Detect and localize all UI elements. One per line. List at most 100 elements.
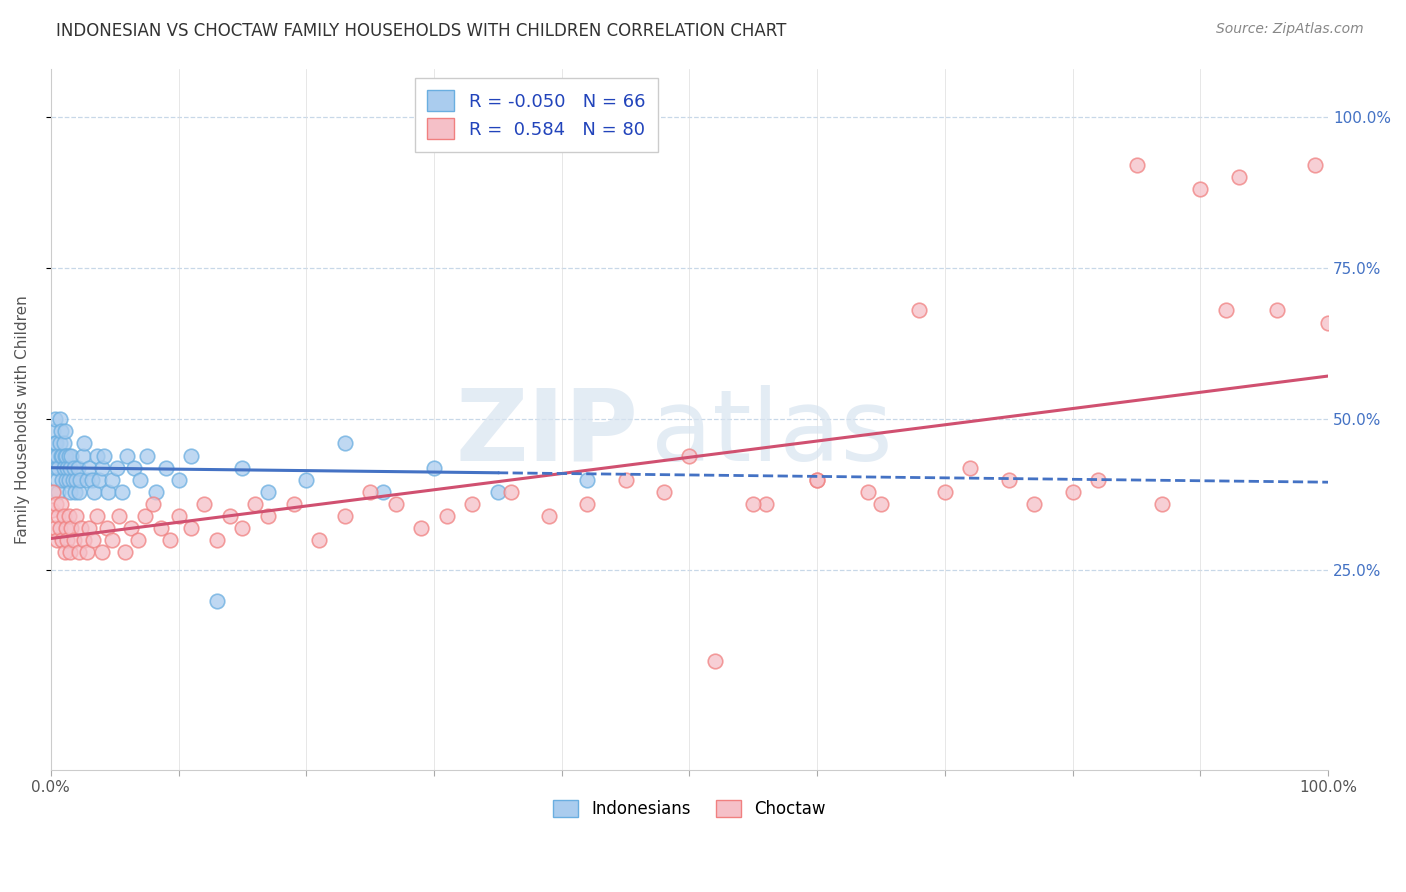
- Point: [205, 533, 228, 548]
- Point: [959, 460, 981, 475]
- Point: [384, 497, 406, 511]
- Point: [537, 508, 560, 523]
- Point: [52, 460, 75, 475]
- Point: [82, 533, 104, 548]
- Text: atlas: atlas: [651, 384, 893, 482]
- Point: [576, 473, 599, 487]
- Point: [205, 593, 228, 607]
- Point: [333, 436, 356, 450]
- Point: [129, 473, 152, 487]
- Point: [51, 533, 73, 548]
- Point: [48, 484, 70, 499]
- Point: [371, 484, 394, 499]
- Point: [59, 545, 82, 559]
- Point: [117, 449, 139, 463]
- Point: [114, 545, 136, 559]
- Point: [145, 484, 167, 499]
- Point: [55, 449, 77, 463]
- Point: [308, 533, 330, 548]
- Point: [48, 460, 70, 475]
- Point: [461, 497, 484, 511]
- Point: [73, 533, 96, 548]
- Point: [90, 460, 112, 475]
- Point: [614, 473, 637, 487]
- Point: [411, 521, 433, 535]
- Point: [80, 473, 103, 487]
- Point: [63, 460, 86, 475]
- Point: [53, 545, 76, 559]
- Point: [65, 508, 87, 523]
- Point: [1265, 303, 1288, 318]
- Point: [63, 484, 86, 499]
- Point: [86, 449, 108, 463]
- Point: [870, 497, 893, 511]
- Point: [1227, 170, 1250, 185]
- Text: ZIP: ZIP: [456, 384, 638, 482]
- Point: [52, 508, 75, 523]
- Y-axis label: Family Households with Children: Family Households with Children: [15, 295, 30, 543]
- Point: [231, 460, 253, 475]
- Point: [742, 497, 765, 511]
- Point: [755, 497, 778, 511]
- Legend: Indonesians, Choctaw: Indonesians, Choctaw: [547, 793, 832, 825]
- Point: [49, 449, 72, 463]
- Point: [42, 449, 65, 463]
- Point: [858, 484, 880, 499]
- Point: [49, 436, 72, 450]
- Point: [67, 545, 90, 559]
- Point: [44, 412, 66, 426]
- Point: [423, 460, 446, 475]
- Point: [60, 521, 83, 535]
- Point: [49, 497, 72, 511]
- Point: [1305, 158, 1327, 172]
- Point: [704, 654, 727, 668]
- Point: [218, 508, 240, 523]
- Point: [67, 484, 90, 499]
- Point: [69, 473, 91, 487]
- Point: [283, 497, 305, 511]
- Point: [105, 460, 128, 475]
- Point: [58, 473, 80, 487]
- Point: [908, 303, 931, 318]
- Point: [1215, 303, 1237, 318]
- Point: [135, 449, 157, 463]
- Point: [51, 473, 73, 487]
- Point: [73, 436, 96, 450]
- Point: [76, 473, 98, 487]
- Point: [1189, 182, 1212, 196]
- Point: [107, 508, 129, 523]
- Point: [652, 484, 675, 499]
- Point: [1062, 484, 1084, 499]
- Point: [1317, 316, 1340, 330]
- Point: [42, 484, 65, 499]
- Point: [86, 508, 108, 523]
- Point: [97, 484, 120, 499]
- Point: [55, 521, 77, 535]
- Point: [806, 473, 828, 487]
- Point: [44, 436, 66, 450]
- Point: [257, 484, 280, 499]
- Point: [62, 473, 84, 487]
- Point: [180, 521, 202, 535]
- Point: [49, 412, 72, 426]
- Point: [72, 449, 94, 463]
- Point: [58, 508, 80, 523]
- Point: [1152, 497, 1174, 511]
- Point: [142, 497, 165, 511]
- Point: [499, 484, 522, 499]
- Point: [193, 497, 215, 511]
- Point: [77, 460, 100, 475]
- Point: [149, 521, 172, 535]
- Point: [56, 460, 79, 475]
- Point: [51, 449, 73, 463]
- Point: [65, 473, 87, 487]
- Point: [678, 449, 700, 463]
- Point: [295, 473, 318, 487]
- Point: [1087, 473, 1109, 487]
- Text: INDONESIAN VS CHOCTAW FAMILY HOUSEHOLDS WITH CHILDREN CORRELATION CHART: INDONESIAN VS CHOCTAW FAMILY HOUSEHOLDS …: [56, 22, 786, 40]
- Point: [1024, 497, 1046, 511]
- Point: [127, 533, 149, 548]
- Point: [89, 473, 111, 487]
- Point: [1125, 158, 1147, 172]
- Point: [63, 533, 86, 548]
